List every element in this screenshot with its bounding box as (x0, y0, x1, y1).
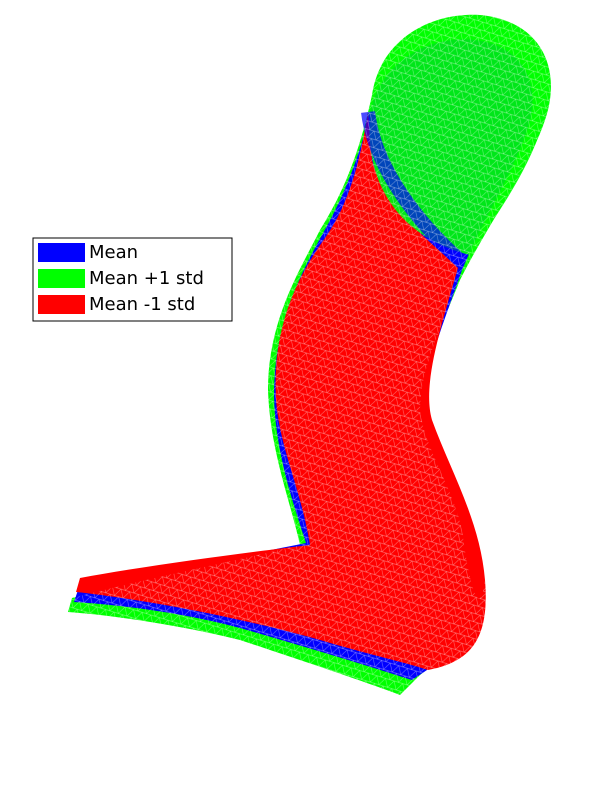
legend-swatch (38, 243, 85, 262)
legend-label: Mean +1 std (89, 268, 204, 289)
mesh-shapes (68, 14, 551, 696)
mesh-lines (68, 14, 551, 696)
legend-swatch (38, 269, 85, 288)
legend-label: Mean (89, 242, 138, 263)
legend-swatch (38, 295, 85, 314)
legend-label: Mean -1 std (89, 294, 195, 315)
legend: Mean Mean +1 std Mean -1 std (32, 237, 233, 322)
